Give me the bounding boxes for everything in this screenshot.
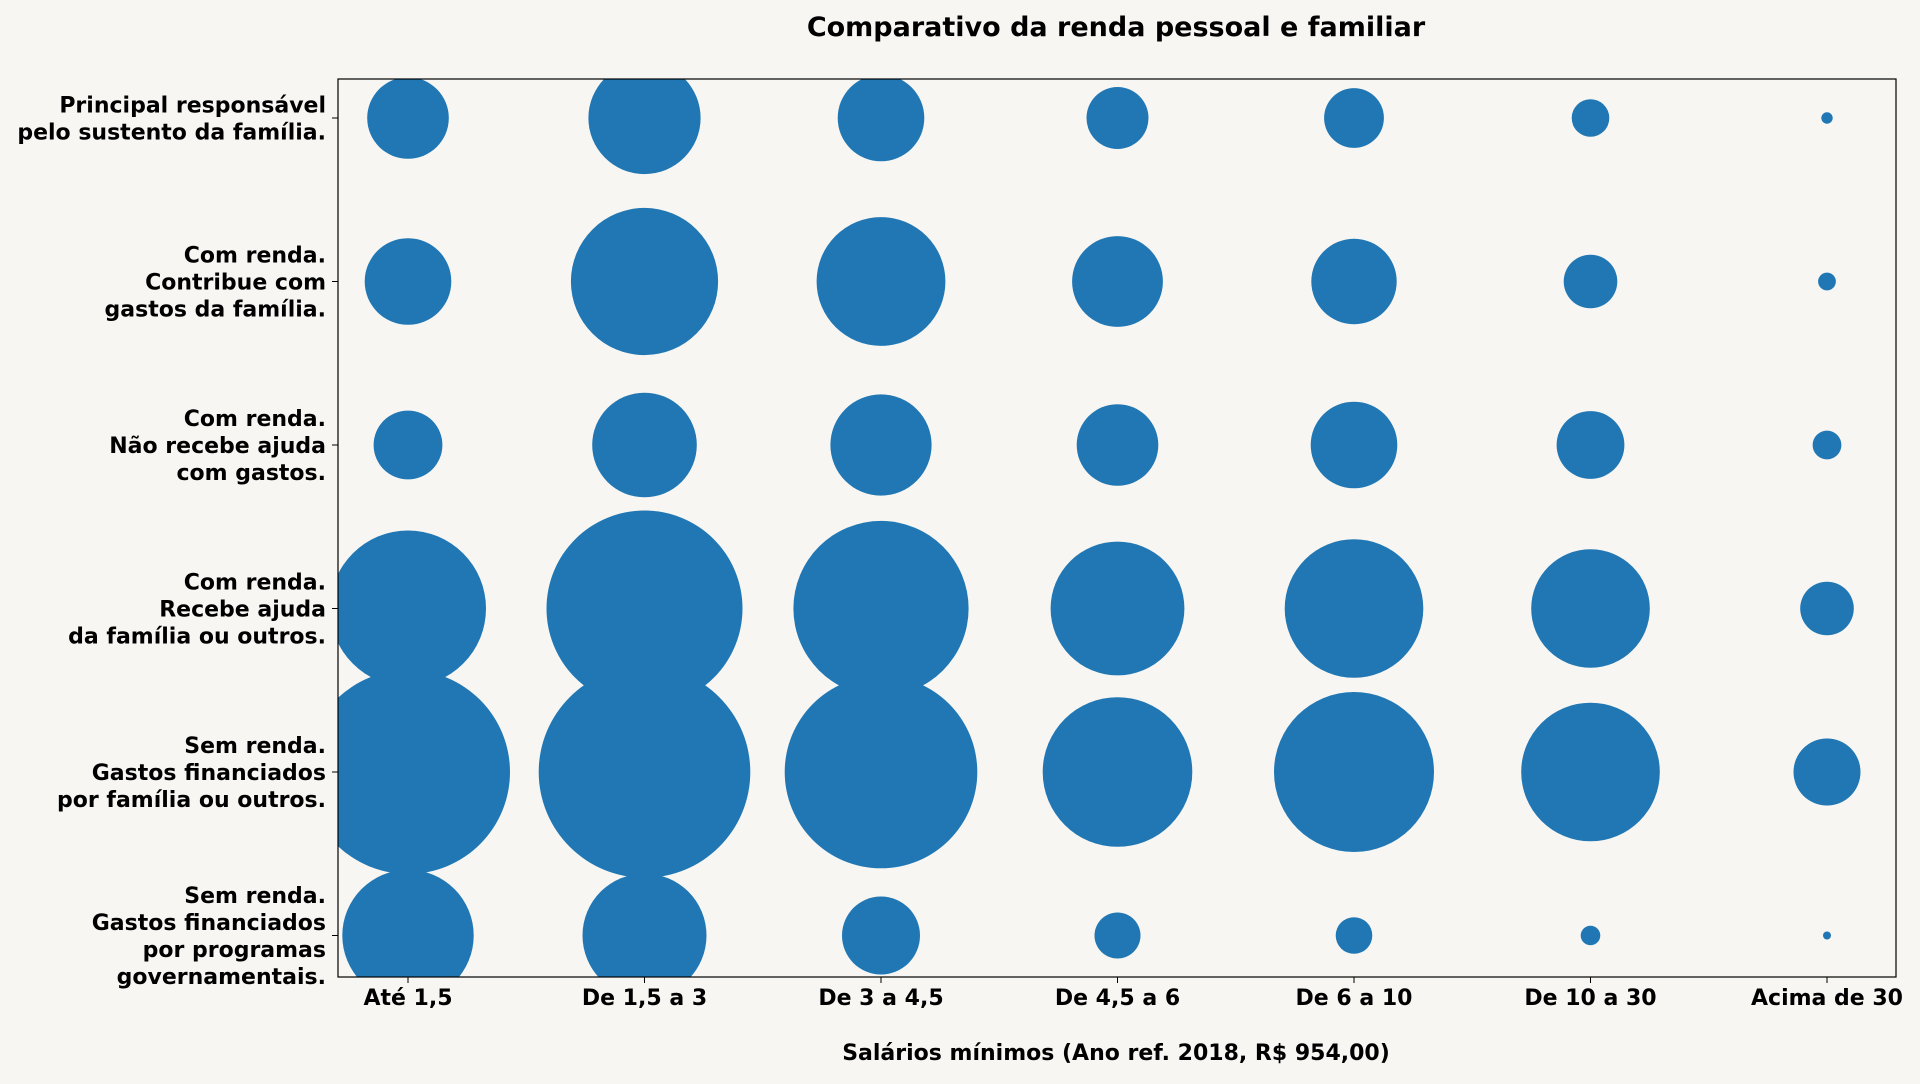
bubble [816, 217, 946, 346]
bubble [842, 896, 920, 975]
chart-title: Comparativo da renda pessoal e familiar [807, 12, 1426, 43]
bubble [588, 79, 701, 175]
y-tick-label: Gastos financiados [92, 911, 326, 936]
bubble [1800, 581, 1854, 636]
bubble [538, 666, 751, 878]
bubble [1531, 549, 1650, 668]
bubble [1324, 88, 1384, 148]
bubble [1311, 238, 1397, 325]
bubble [1571, 99, 1610, 137]
y-tick-label: por família ou outros. [57, 788, 326, 813]
y-tick-label: por programas [143, 938, 326, 963]
y-tick-label: Com renda. [184, 407, 326, 432]
x-tick-label: Até 1,5 [363, 986, 452, 1011]
x-tick-label: De 10 a 30 [1524, 986, 1656, 1011]
bubble [582, 873, 707, 977]
y-tick-label: da família ou outros. [68, 625, 326, 650]
bubble [830, 394, 932, 496]
x-tick-label: De 4,5 a 6 [1055, 986, 1180, 1011]
y-tick-label: Não recebe ajuda [109, 434, 326, 459]
bubble [837, 79, 925, 162]
bubble [1580, 925, 1601, 946]
bubble [793, 520, 969, 697]
bubble [1556, 411, 1625, 479]
bubble [1050, 541, 1185, 676]
bubble [1335, 917, 1373, 954]
x-axis: Até 1,5 De 1,5 a 3 De 3 a 4,5 De 4,5 a 6 De … [363, 977, 1903, 1011]
bubble [1042, 697, 1193, 847]
bubble [546, 510, 743, 707]
bubble [367, 79, 449, 159]
bubble [373, 410, 443, 480]
bubble [1310, 401, 1398, 489]
bubble [1821, 112, 1833, 124]
x-tick-label: De 6 a 10 [1296, 986, 1413, 1011]
bubble [1563, 254, 1618, 309]
y-tick-label: Principal responsável [59, 94, 326, 119]
y-tick-label: Sem renda. [184, 884, 326, 909]
bubble [1274, 692, 1434, 852]
bubble [1818, 272, 1836, 291]
bubble [1086, 87, 1149, 149]
bubble [1793, 738, 1861, 806]
y-tick-label: governamentais. [117, 965, 326, 990]
y-tick-label: Com renda. [184, 571, 326, 596]
bubble [1076, 404, 1159, 486]
y-tick-label: com gastos. [176, 461, 326, 486]
bubble [364, 238, 452, 325]
bubble [1521, 702, 1660, 842]
bubble [570, 207, 719, 356]
y-tick-label: gastos da família. [105, 298, 327, 323]
x-tick-label: Acima de 30 [1751, 986, 1903, 1011]
bubble [1812, 430, 1842, 460]
y-tick-label: Com renda. [184, 244, 326, 269]
y-tick-label: Sem renda. [184, 734, 326, 759]
bubble [592, 392, 697, 498]
x-tick-label: De 3 a 4,5 [818, 986, 943, 1011]
y-tick-label: Recebe ajuda [159, 598, 326, 623]
bubble [1284, 539, 1424, 678]
x-tick-label: De 1,5 a 3 [582, 986, 707, 1011]
y-tick-label: Contribue com [145, 271, 326, 296]
x-axis-label: Salários mínimos (Ano ref. 2018, R$ 954,… [842, 1041, 1390, 1066]
bubble [338, 670, 510, 874]
bubbles-layer [338, 79, 1861, 977]
bubble [342, 869, 474, 977]
bubble [1823, 931, 1831, 940]
bubble [1094, 912, 1141, 959]
y-tick-label: pelo sustento da família. [17, 121, 326, 146]
bubble [338, 530, 486, 687]
y-tick-label: Gastos financiados [92, 761, 326, 786]
bubble [784, 675, 978, 869]
bubble [1072, 236, 1163, 327]
